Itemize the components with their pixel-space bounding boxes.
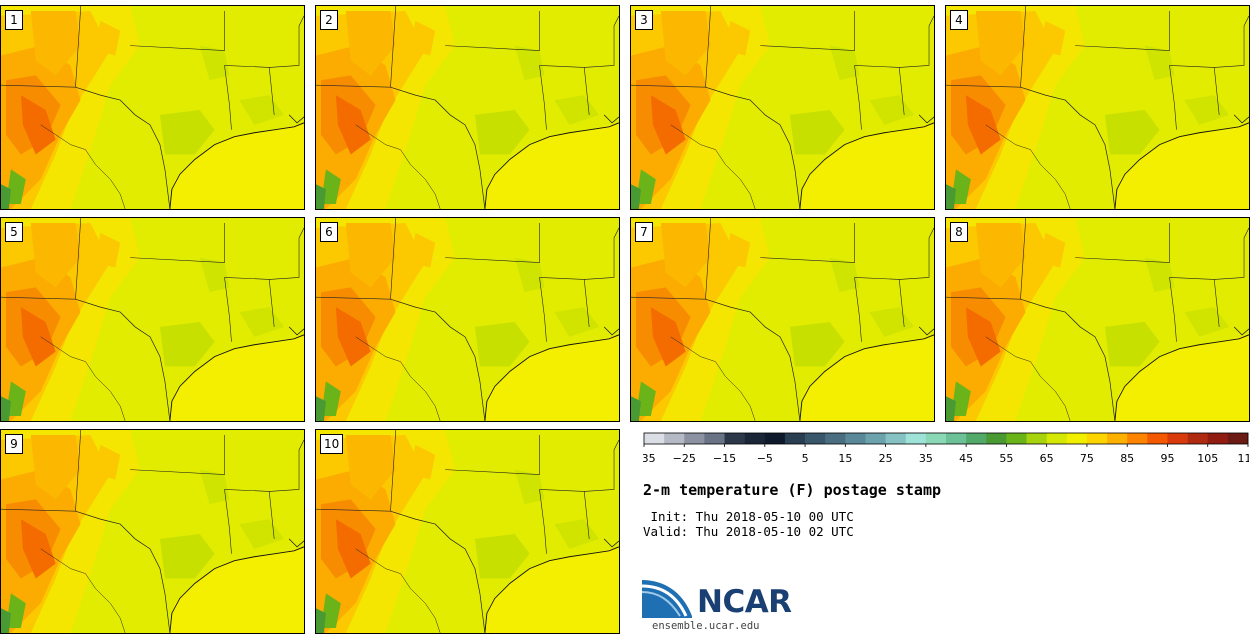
member-label: 4 (950, 10, 968, 30)
colorbar-swatch (1167, 433, 1188, 444)
colorbar-swatch (1026, 433, 1047, 444)
colorbar-swatch (664, 433, 685, 444)
chart-title: 2-m temperature (F) postage stamp (643, 481, 942, 499)
member-label: 2 (320, 10, 338, 30)
temperature-field-map (946, 6, 1249, 209)
temperature-field-map (316, 218, 619, 421)
colorbar-swatch (1127, 433, 1148, 444)
colorbar-swatch (845, 433, 866, 444)
member-map-3: 3 (630, 5, 935, 210)
colorbar-swatch (1227, 433, 1249, 444)
colorbar-tick-label: −5 (757, 452, 773, 465)
colorbar-tick-label: −15 (713, 452, 736, 465)
member-map-6: 6 (315, 217, 620, 422)
colorbar-swatch (644, 433, 665, 444)
init-time: Init: Thu 2018-05-10 00 UTC (643, 509, 854, 524)
member-map-2: 2 (315, 5, 620, 210)
member-map-5: 5 (0, 217, 305, 422)
colorbar-swatch (1046, 433, 1068, 444)
colorbar-tick-label: 15 (838, 452, 852, 465)
colorbar-swatch (1147, 433, 1168, 444)
colorbar-tick-label: 95 (1160, 452, 1174, 465)
colorbar-swatch (905, 433, 927, 444)
temperature-field-map (1, 430, 304, 633)
ncar-logo: NCAR ensemble.ucar.edu (642, 578, 802, 634)
member-map-1: 1 (0, 5, 305, 210)
colorbar-swatch (1066, 433, 1088, 444)
colorbar-swatch (865, 433, 886, 444)
member-map-10: 10 (315, 429, 620, 634)
colorbar-swatch (1107, 433, 1128, 444)
colorbar-tick-label: 105 (1197, 452, 1218, 465)
colorbar-tick-label: −25 (673, 452, 696, 465)
member-label: 10 (320, 434, 344, 454)
colorbar-swatch (986, 433, 1007, 444)
temperature-colorbar: −35 −25 −15 −5 5 15 25 35 45 55 65 75 85 95 105 115 (643, 432, 1250, 465)
temperature-field-map (631, 218, 934, 421)
colorbar-tick-label: −35 (643, 452, 656, 465)
colorbar-swatch (764, 433, 786, 444)
temperature-field-map (316, 430, 619, 633)
colorbar-tick-label: 25 (879, 452, 893, 465)
temperature-field-map (316, 6, 619, 209)
colorbar-tick-label: 75 (1080, 452, 1094, 465)
colorbar-tick-label: 115 (1238, 452, 1250, 465)
member-label: 5 (5, 222, 23, 242)
colorbar-tick-label: 35 (919, 452, 933, 465)
colorbar-swatch (885, 433, 907, 444)
valid-time: Valid: Thu 2018-05-10 02 UTC (643, 524, 854, 539)
colorbar-swatch (825, 433, 846, 444)
colorbar-tick-label: 55 (999, 452, 1013, 465)
colorbar-swatch (946, 433, 967, 444)
colorbar-tick-label: 65 (1040, 452, 1054, 465)
colorbar-swatch (1086, 433, 1108, 444)
colorbar-swatch (784, 433, 806, 444)
logo-text: NCAR (697, 584, 792, 620)
logo-url: ensemble.ucar.edu (652, 620, 760, 632)
ncar-swoosh-icon (642, 580, 692, 618)
colorbar-swatch (925, 433, 947, 444)
colorbar-swatch (1006, 433, 1027, 444)
colorbar-tick-label: 85 (1120, 452, 1134, 465)
member-map-4: 4 (945, 5, 1250, 210)
colorbar-swatch (1187, 433, 1209, 444)
colorbar-swatch (805, 433, 826, 444)
member-label: 9 (5, 434, 23, 454)
temperature-field-map (1, 6, 304, 209)
temperature-field-map (631, 6, 934, 209)
member-label: 1 (5, 10, 23, 30)
member-label: 6 (320, 222, 338, 242)
colorbar-swatch (744, 433, 766, 444)
member-map-7: 7 (630, 217, 935, 422)
colorbar-swatch (704, 433, 725, 444)
colorbar-tick-label: 45 (959, 452, 973, 465)
member-map-8: 8 (945, 217, 1250, 422)
temperature-field-map (1, 218, 304, 421)
colorbar-swatch (724, 433, 745, 444)
temperature-field-map (946, 218, 1249, 421)
colorbar-frame (643, 432, 1249, 445)
member-label: 8 (950, 222, 968, 242)
colorbar-swatch (1207, 433, 1229, 444)
colorbar-swatch (966, 433, 987, 444)
member-label: 3 (635, 10, 653, 30)
colorbar-swatch (684, 433, 705, 444)
member-label: 7 (635, 222, 653, 242)
member-map-9: 9 (0, 429, 305, 634)
colorbar-tick-label: 5 (802, 452, 809, 465)
